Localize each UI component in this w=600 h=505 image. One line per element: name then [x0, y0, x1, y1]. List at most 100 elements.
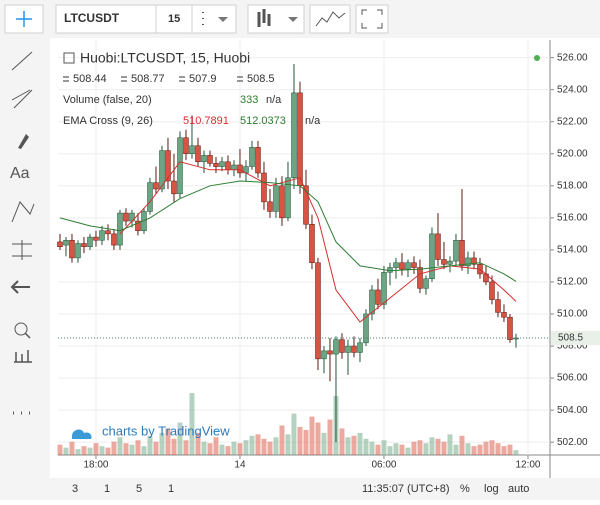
volume-bar [351, 435, 357, 455]
volume-bar [165, 428, 171, 455]
ema-line [119, 161, 517, 323]
clock: 11:35:07 (UTC+8) [362, 483, 450, 495]
volume-bar [75, 449, 81, 455]
candle-body [111, 233, 117, 246]
indicator-icon [315, 11, 346, 27]
volume-bar [111, 441, 117, 455]
y-tick-label: 504.00 [557, 405, 588, 416]
log-toggle[interactable]: log [484, 483, 499, 495]
volume-bar [255, 434, 261, 455]
draw-tools[interactable] [11, 51, 33, 109]
volume-bar [441, 441, 447, 455]
candle-body [303, 185, 309, 225]
candle-body [69, 240, 75, 259]
volume-bar [435, 438, 441, 455]
volume-bar [213, 437, 219, 455]
candle-body [219, 161, 225, 167]
back-icon[interactable] [10, 280, 30, 294]
volume-bar [501, 446, 507, 455]
candle-body [435, 233, 441, 260]
last-price-label: 508.5 [558, 333, 583, 344]
candle-body [75, 243, 81, 259]
candle-body [87, 236, 93, 247]
range-button[interactable]: 3 [72, 483, 78, 495]
candle-body [195, 145, 201, 163]
live-dot [534, 55, 540, 61]
y-tick-label: 520.00 [557, 148, 588, 159]
volume-bar [411, 441, 417, 455]
volume-bar [153, 441, 159, 455]
candle-body [495, 299, 501, 313]
percent-toggle[interactable]: % [460, 483, 470, 495]
candle-body [363, 313, 369, 344]
candle-body [315, 262, 321, 360]
candle-body [171, 180, 177, 195]
candle-body [237, 164, 243, 174]
volume-bar [249, 435, 255, 455]
volume-bar [225, 446, 231, 455]
range-button[interactable]: 1 [104, 483, 110, 495]
volume-bar [147, 435, 153, 455]
volume-bar [339, 428, 345, 455]
volume-bar [273, 437, 279, 455]
volume-bar [471, 446, 477, 455]
zoom-measure[interactable] [14, 332, 32, 363]
volume-bar [327, 419, 333, 455]
volume-bar [375, 444, 381, 455]
candle-body [231, 164, 237, 171]
left-toolbar [0, 38, 50, 500]
volume-bar [297, 426, 303, 455]
candle-body [441, 259, 447, 265]
volume-bar [279, 425, 285, 455]
pattern-tools[interactable] [11, 201, 35, 260]
ohlc-value: 507.9 [189, 73, 217, 85]
symbol-box[interactable] [55, 4, 157, 34]
zoom-icon[interactable] [14, 322, 28, 336]
fullscreen-button[interactable] [355, 4, 389, 34]
volume-bar [219, 444, 225, 455]
candle-body [183, 137, 189, 155]
volume-bar [495, 443, 501, 455]
volume-bar [357, 432, 363, 455]
volume-bar [321, 432, 327, 455]
range-button[interactable]: 1 [168, 483, 174, 495]
ema26-value: 512.0373 [240, 115, 286, 127]
crosshair-button[interactable] [4, 4, 44, 34]
range-button[interactable]: 5 [136, 483, 142, 495]
candle-body [375, 289, 381, 305]
volume-bar [303, 429, 309, 455]
ohlc-value: 508.77 [131, 73, 165, 85]
volume-value: 333 [240, 94, 258, 106]
brush-icon[interactable] [18, 134, 29, 149]
ema9-value: 510.7891 [183, 115, 229, 127]
candle-body [405, 262, 411, 270]
volume-bar [285, 434, 291, 455]
candle-body [123, 212, 129, 222]
collapse-box[interactable] [63, 52, 75, 64]
candle-body [345, 345, 351, 353]
volume-bar [99, 446, 105, 455]
candle-body [357, 342, 363, 353]
volume-bar [201, 441, 207, 455]
candle-body [399, 262, 405, 270]
indicators-button[interactable] [309, 4, 351, 34]
candle-body [63, 240, 69, 246]
volume-bar [237, 443, 243, 455]
volume-bar [87, 447, 93, 455]
symbol: LTCUSDT [64, 11, 120, 25]
auto-toggle[interactable]: auto [508, 483, 529, 495]
candle-body [279, 185, 285, 219]
watermark[interactable]: charts by TradingView [102, 423, 230, 438]
text-tool[interactable]: Aa [10, 165, 30, 182]
volume-bar [243, 440, 249, 455]
candle-body [261, 172, 267, 203]
candle-body [471, 257, 477, 265]
interval-menu[interactable] [191, 4, 237, 34]
candle-body [411, 262, 417, 268]
candle-body [297, 92, 303, 187]
volume-bar [429, 437, 435, 455]
volume-bar [309, 416, 315, 455]
candle-body [291, 92, 297, 179]
volume-bar [63, 447, 69, 455]
candle-body [135, 220, 141, 231]
